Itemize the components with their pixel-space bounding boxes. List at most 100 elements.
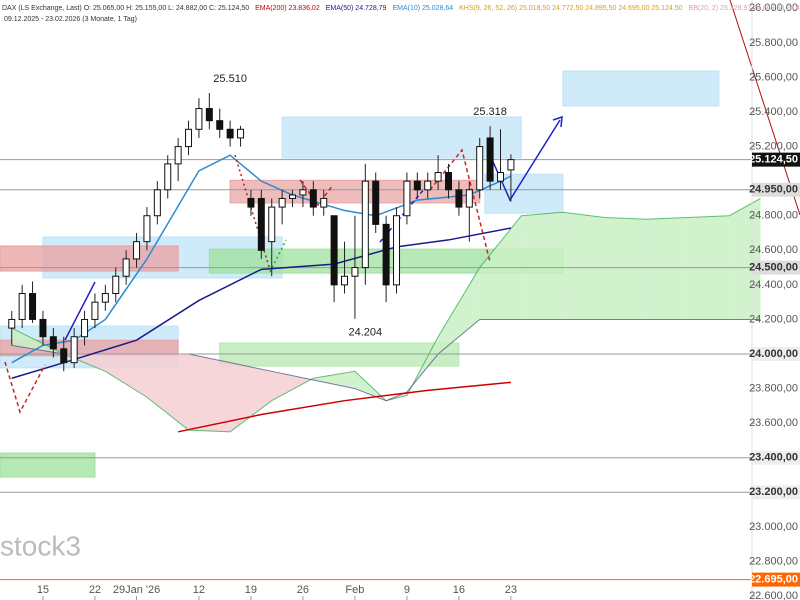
dashed-arrow — [379, 181, 431, 243]
annotation: 24.204 — [348, 327, 382, 339]
level-label: 24.950,00 — [749, 184, 798, 196]
candle-body — [8, 318, 16, 329]
y-tick-label: 24.200,00 — [749, 313, 798, 325]
candle-body — [372, 180, 380, 225]
candle-body — [29, 293, 37, 320]
x-tick-label: 12 — [193, 584, 205, 596]
y-tick-label: 24.600,00 — [749, 244, 798, 256]
cloud-span-a — [11, 198, 761, 433]
candle-body — [49, 336, 57, 350]
watermark: stock3 — [0, 530, 81, 561]
candle-body — [205, 108, 213, 122]
dashed-arrow — [4, 361, 46, 414]
zone — [562, 70, 720, 107]
level-badge — [752, 450, 800, 465]
candle-body — [351, 267, 359, 277]
candle-body — [320, 197, 328, 208]
y-tick-label: 23.800,00 — [749, 382, 798, 394]
level-label: 24.000,00 — [749, 348, 798, 360]
dashed-arrow — [299, 179, 334, 207]
arrow — [64, 281, 96, 341]
ema-line — [177, 381, 511, 433]
candle-body — [257, 197, 265, 251]
candle-body — [133, 241, 141, 260]
candles — [8, 92, 515, 372]
cloud — [11, 198, 761, 433]
subtitle: 09.12.2025 - 23.02.2026 (3 Monate, 1 Tag… — [4, 16, 137, 23]
candle-body — [226, 128, 234, 139]
dotted-arrow — [269, 239, 287, 273]
cloud-segment — [562, 212, 605, 320]
candle-body — [330, 215, 338, 286]
zone — [0, 452, 96, 478]
zone — [281, 116, 522, 159]
y-tick-label: 25.800,00 — [749, 37, 798, 49]
candle-body — [476, 146, 484, 191]
level-badge — [752, 260, 800, 275]
trend-line — [729, 0, 800, 216]
legend-entry: BB(20, 2) 25.328,97 24.869,88 24.432,78 — [689, 5, 800, 12]
cloud-segment — [313, 371, 355, 389]
candle-body — [237, 128, 245, 139]
candle-body — [445, 172, 453, 191]
candle-body — [289, 194, 297, 199]
candle-body — [185, 128, 193, 148]
candle-body — [216, 120, 224, 130]
candle-body — [278, 197, 286, 208]
legend-entry: EMA(200) 23.836,02 — [255, 5, 320, 12]
header: DAX (LS Exchange, Last) O: 25.065,00 H: … — [2, 5, 800, 12]
candle-body — [465, 189, 473, 208]
candle-body — [424, 180, 432, 191]
candle-body — [434, 172, 442, 182]
candle-body — [101, 293, 109, 303]
legend-entry: EMA(50) 24.728,79 — [326, 5, 387, 12]
candle-body — [247, 197, 255, 208]
ema-line — [11, 227, 512, 379]
level-badge — [752, 347, 800, 362]
candle-body — [70, 336, 78, 364]
candle-body — [268, 206, 276, 243]
level-label: 23.400,00 — [749, 452, 798, 464]
level-label: 23.200,00 — [749, 486, 798, 498]
cloud-segment — [604, 217, 647, 320]
arrow-head — [552, 115, 563, 128]
level-badge — [752, 182, 800, 197]
level-label: 25.124,50 — [749, 154, 798, 166]
y-tick-label: 26.000,00 — [749, 2, 798, 14]
x-tick-label: 16 — [453, 584, 465, 596]
y-tick-label: 22.600,00 — [749, 590, 798, 600]
cloud-segment — [729, 198, 761, 320]
y-tick-label: 23.000,00 — [749, 521, 798, 533]
y-tick-label: 24.800,00 — [749, 210, 798, 222]
x-tick-label: 19 — [245, 584, 257, 596]
annotation: 25.510 — [213, 73, 247, 85]
y-tick-label: 25.600,00 — [749, 71, 798, 83]
y-tick-label: 24.400,00 — [749, 279, 798, 291]
level-label: 22.695,00 — [749, 574, 798, 586]
candle-body — [18, 293, 26, 320]
x-tick-label: 22 — [89, 584, 101, 596]
y-tick-label: 25.200,00 — [749, 140, 798, 152]
candle-body — [112, 275, 120, 295]
zone — [484, 173, 564, 214]
level-badge — [752, 152, 800, 167]
cloud-segment — [521, 212, 563, 320]
cloud-segment — [230, 362, 272, 432]
candle-body — [60, 348, 68, 364]
candle-body — [341, 275, 349, 286]
level-badge — [752, 485, 800, 500]
candle-body — [39, 318, 47, 338]
drawings — [4, 0, 800, 414]
candle-body — [309, 189, 317, 208]
arrow — [489, 119, 561, 202]
candle-body — [122, 258, 130, 277]
cloud-segment — [438, 267, 480, 355]
dotted-arrow — [234, 154, 271, 271]
legend-entry: DAX (LS Exchange, Last) O: 25.065,00 H: … — [2, 5, 249, 12]
legend-entry: EMA(10) 25.028,64 — [392, 5, 453, 12]
cloud-segment — [146, 354, 189, 431]
candle-body — [153, 189, 161, 217]
cloud-segment — [646, 217, 688, 320]
candle-body — [455, 189, 463, 208]
